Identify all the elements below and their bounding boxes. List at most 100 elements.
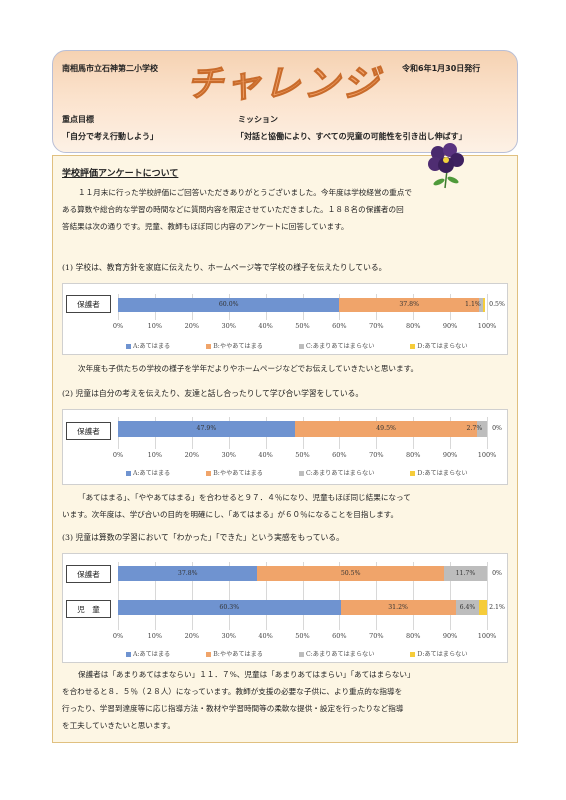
axis-tick-label: 70%: [369, 632, 384, 640]
axis-tick-label: 30%: [221, 322, 236, 330]
axis-tick-label: 60%: [332, 451, 347, 459]
mission-text: 「対話と協働により、すべての児童の可能性を引き出し伸ばす」: [236, 132, 467, 141]
legend-swatch: [410, 471, 416, 476]
bar-segment-C: [443, 566, 487, 581]
bar-segment-C: [477, 421, 488, 437]
pansy-flower-icon: [428, 143, 464, 189]
gridline: [191, 562, 193, 630]
question-1: (1) 学校は、教育方針を家庭に伝えたり、ホームページ等で学校の様子を伝えたりし…: [62, 263, 387, 272]
legend-label: D:あてはまらない: [417, 343, 468, 350]
bar-segment-C: [478, 298, 483, 312]
gridline: [265, 562, 267, 630]
legend-label: A:あてはまる: [133, 470, 171, 477]
axis-tick-label: 70%: [369, 451, 384, 459]
comment-3-line: を工夫していきたいと思います。: [62, 721, 175, 730]
legend-swatch: [126, 344, 131, 349]
legend-item: C:あまりあてはまらない: [298, 341, 375, 350]
gridline: [118, 562, 119, 630]
bar-data-label: 49.5%: [376, 425, 396, 432]
legend-item: D:あてはまらない: [410, 341, 468, 350]
gridline: [339, 562, 341, 630]
legend-item: D:あてはまらない: [410, 649, 468, 658]
bar-segment-A: [118, 421, 295, 437]
mission-label: ミッション: [238, 115, 278, 124]
axis-tick-label: 80%: [405, 322, 421, 330]
gridline: [302, 562, 304, 630]
legend-swatch: [206, 344, 212, 349]
newsletter-header: [52, 50, 518, 153]
legend-label: C:あまりあてはまらない: [305, 343, 375, 350]
axis-tick-label: 100%: [477, 322, 497, 330]
bar-data-label: 37.8%: [177, 569, 198, 577]
axis-tick-label: 50%: [295, 451, 310, 459]
legend-item: B:ややあてはまる: [206, 341, 263, 350]
comment-1: 次年度も子供たちの学校の様子を学年だよりやホームページなどでお伝えしていきたいと…: [62, 360, 510, 377]
axis-tick-label: 40%: [258, 451, 273, 459]
legend-swatch: [410, 344, 416, 349]
axis-tick-label: 80%: [405, 632, 421, 640]
legend-swatch: [410, 652, 416, 657]
comment-2: 「あてはまる」、「ややあてはまる」を合わせると９７．４％になり、児童もほぼ同じ結…: [62, 489, 510, 523]
question-3: (3) 児童は算数の学習において「わかった」「できた」という実感をもっている。: [62, 533, 344, 542]
gridline: [487, 417, 488, 449]
legend-swatch: [298, 471, 304, 476]
legend-swatch: [206, 471, 212, 476]
bar-data-label: 47.9%: [196, 425, 217, 432]
legend-swatch: [126, 471, 131, 476]
bar-segment-D: [479, 600, 487, 615]
bar-segment-B: [339, 298, 479, 312]
legend-item: A:あてはまる: [126, 649, 170, 658]
bar-segment-C: [455, 600, 480, 615]
gridline: [487, 562, 488, 630]
legend-item: D:あてはまらない: [410, 468, 468, 477]
axis-tick-label: 90%: [442, 451, 458, 459]
chart-2-row-label: 保護者: [66, 422, 111, 440]
axis-tick-label: 20%: [184, 632, 200, 640]
intro-line: 答結果は次の通りです。児童、教師もほぼ同じ内容のアンケートに回答しています。: [62, 222, 349, 231]
bar-data-label: 60.0%: [218, 301, 239, 308]
legend-item: A:あてはまる: [126, 468, 170, 477]
bar-data-label: 50.5%: [340, 569, 361, 577]
axis-tick-label: 100%: [477, 632, 497, 640]
bar-segment-A: [118, 566, 258, 581]
chart-1-row-label: 保護者: [66, 295, 111, 313]
question-2: (2) 児童は自分の考えを伝えたり、友達と話し合ったりして学び合い学習をしている…: [62, 389, 364, 398]
legend-label: A:あてはまる: [133, 343, 171, 350]
gridline: [228, 562, 230, 630]
chart-legend: A:あてはまる B:ややあてはまる C:あまりあてはまらない D:あてはまらない: [126, 341, 504, 350]
bar-data-label: 60.3%: [219, 603, 240, 611]
comment-2-line: います。次年度は、学び合いの目的を明確にし、「あてはまる」が６０％になることを目…: [62, 510, 399, 519]
gridline: [154, 562, 156, 630]
legend-swatch: [206, 652, 212, 657]
axis-tick-label: 50%: [295, 322, 310, 330]
bar-data-label: 11.7%: [455, 569, 476, 577]
gridline: [376, 562, 378, 630]
bar-segment-A: [118, 600, 341, 615]
chart-3-row-label: 児 童: [66, 600, 111, 618]
bar-data-label: 0%: [492, 569, 502, 577]
axis-tick-label: 100%: [477, 451, 497, 459]
legend-item: B:ややあてはまる: [206, 468, 263, 477]
comment-2-line: 「あてはまる」、「ややあてはまる」を合わせると９７．４％になり、児童もほぼ同じ結…: [78, 493, 411, 502]
legend-label: A:あてはまる: [133, 651, 171, 658]
axis-tick-label: 20%: [184, 322, 200, 330]
legend-swatch: [126, 652, 131, 657]
axis-tick-label: 40%: [258, 322, 273, 330]
legend-item: A:あてはまる: [126, 341, 170, 350]
bar-segment-D: [482, 298, 485, 312]
chart-legend: A:あてはまる B:ややあてはまる C:あまりあてはまらない D:あてはまらない: [126, 468, 504, 477]
legend-label: C:あまりあてはまらない: [305, 470, 375, 477]
axis-tick-label: 80%: [405, 451, 421, 459]
intro-line: ある算数や総合的な学習の時間などに質問内容を限定させていただきました。１８８名の…: [62, 205, 404, 214]
section-title: 学校評価アンケートについて: [62, 169, 179, 179]
gridline: [487, 294, 488, 320]
bar-data-label: 6.4%: [459, 603, 476, 611]
legend-label: D:あてはまらない: [417, 470, 468, 477]
legend-label: D:あてはまらない: [417, 651, 468, 658]
intro-line: １１月末に行った学校評価にご回答いただきありがとうございました。今年度は学校経営…: [78, 188, 412, 197]
legend-swatch: [298, 344, 304, 349]
newsletter-title: チャレンジ: [186, 62, 381, 106]
legend-item: C:あまりあてはまらない: [298, 649, 374, 658]
bar-segment-B: [257, 566, 444, 581]
axis-tick-label: 90%: [442, 322, 458, 330]
